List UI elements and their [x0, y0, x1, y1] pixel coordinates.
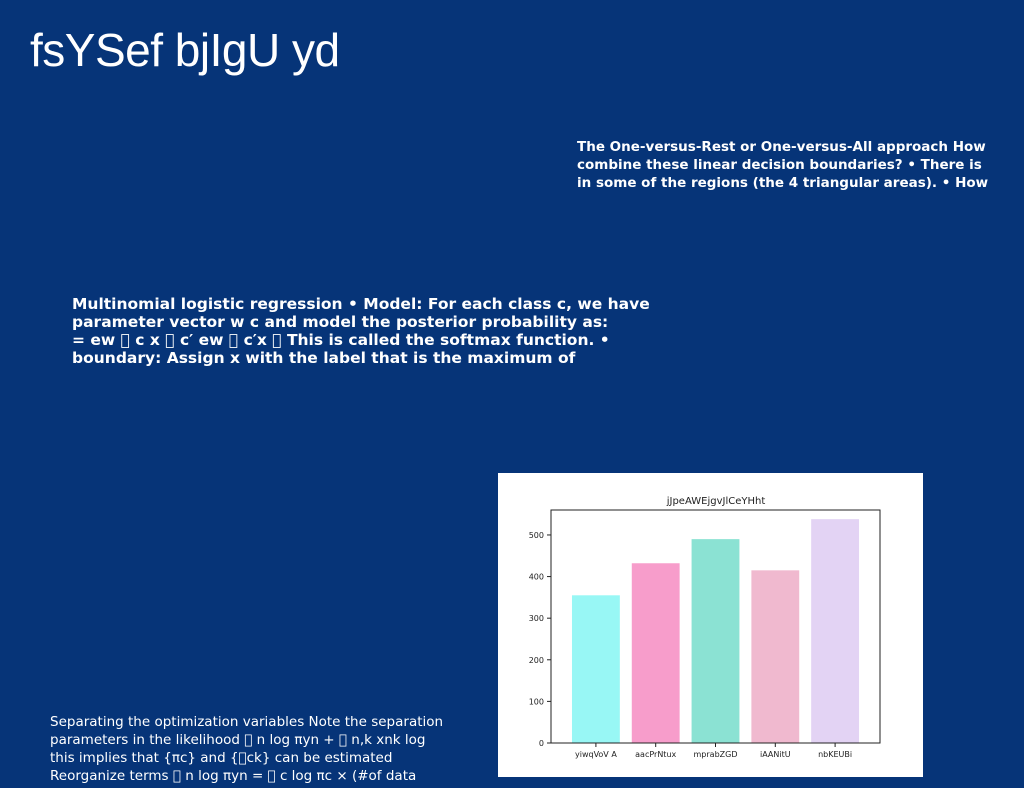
- bar-4: [751, 570, 800, 743]
- middle-text-line: = ew ￿ c x ￿ c′ ew ￿ c′x ￿ This is calle…: [72, 331, 610, 349]
- x-tick-label: iAANitU: [760, 750, 791, 759]
- bottom-text-line: parameters in the likelihood ￿ n log πyn…: [50, 732, 426, 748]
- bottom-text-block: Separating the optimization variables No…: [50, 713, 470, 785]
- bar-2: [631, 563, 680, 743]
- right-text-line: in some of the regions (the 4 triangular…: [577, 175, 989, 191]
- slide-title: fsYSef bjIgU yd: [30, 24, 340, 76]
- y-tick-label: 300: [529, 614, 544, 623]
- right-text-line: The One-versus-Rest or One-versus-All ap…: [577, 139, 986, 155]
- y-tick-label: 500: [529, 531, 544, 540]
- chart-title: jJpeAWEjgvJlCeYHht: [666, 496, 766, 507]
- bottom-text-line: Reorganize terms ￿ n log πyn = ￿ c log π…: [50, 768, 417, 784]
- bar-chart-svg: jJpeAWEjgvJlCeYHht 0 100 200 300 400 500 yiwq…: [529, 496, 881, 759]
- right-text-line: combine these linear decision boundaries…: [577, 157, 982, 173]
- bar-1: [571, 595, 620, 743]
- x-tick-label: yiwqVoV A: [575, 750, 617, 759]
- middle-text-line: parameter vector w c and model the poste…: [72, 313, 609, 331]
- bottom-text-line: Separating the optimization variables No…: [50, 714, 444, 730]
- x-tick-label: nbKEUBi: [818, 750, 852, 759]
- y-tick-label: 200: [529, 656, 544, 665]
- middle-text-line: Multinomial logistic regression • Model:…: [72, 295, 650, 313]
- y-tick-label: 0: [539, 739, 544, 748]
- x-tick-label: mprabZGD: [694, 750, 738, 759]
- middle-text-block: Multinomial logistic regression • Model:…: [72, 295, 672, 367]
- bar-3: [691, 539, 740, 743]
- right-text-block: The One-versus-Rest or One-versus-All ap…: [577, 138, 1022, 192]
- y-tick-label: 400: [529, 573, 544, 582]
- bottom-text-line: this implies that {πc} and {￿ck} can be …: [50, 750, 393, 766]
- middle-text-line: boundary: Assign x with the label that i…: [72, 349, 576, 367]
- y-tick-label: 100: [529, 697, 544, 706]
- x-tick-label: aacPrNtux: [635, 750, 676, 759]
- bar-chart: jJpeAWEjgvJlCeYHht 0 100 200 300 400 500 yiwq…: [498, 473, 923, 777]
- bar-5: [811, 519, 860, 743]
